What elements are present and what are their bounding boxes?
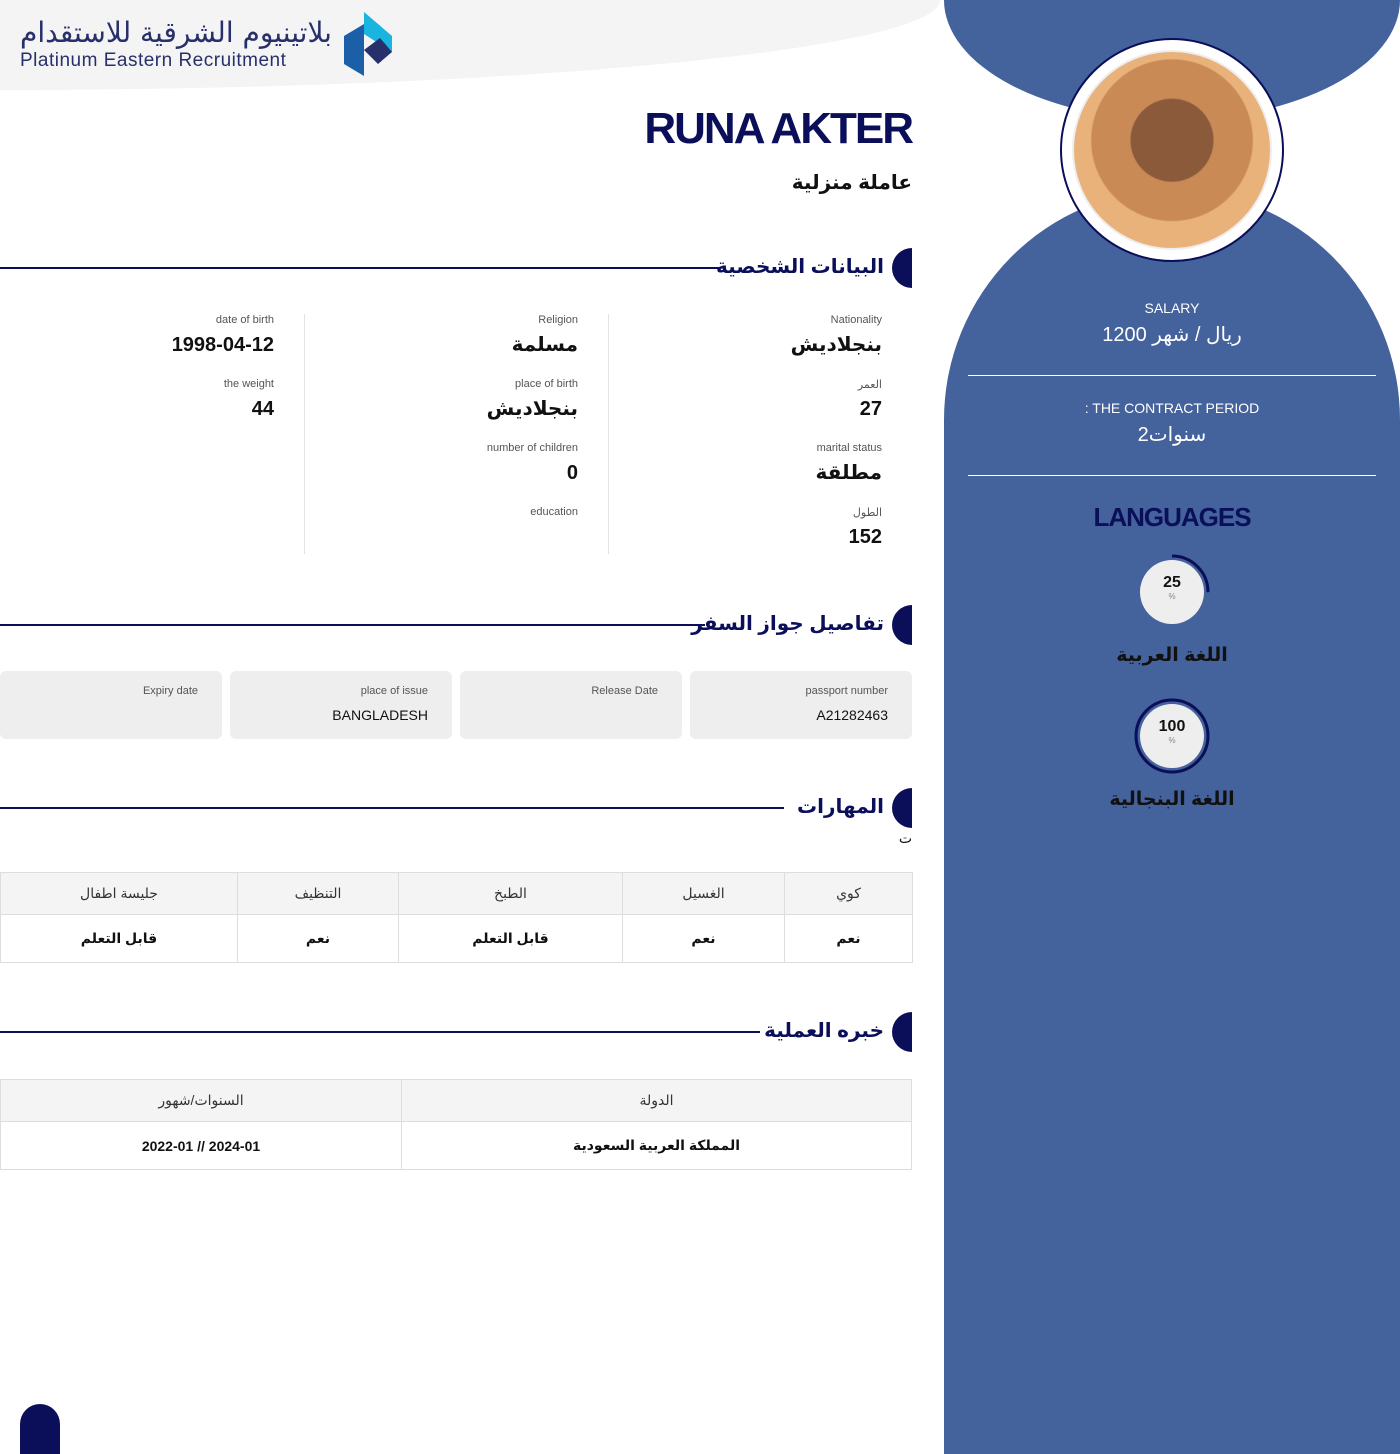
field: الطول 152 xyxy=(610,506,882,556)
field: education xyxy=(305,506,578,556)
column-divider xyxy=(304,314,305,554)
field-label: Nationality xyxy=(830,314,882,326)
skill-header: التنظيف xyxy=(237,872,399,915)
candidate-photo xyxy=(1072,50,1272,250)
field-value: A21282463 xyxy=(816,707,888,723)
field: العمر 27 xyxy=(610,378,882,428)
field-label: Religion xyxy=(538,314,578,326)
section-title: خبره العملية xyxy=(764,1020,884,1042)
section-title: تفاصيل جواز السفر xyxy=(691,613,884,635)
languages-title: LANGUAGES xyxy=(1093,502,1251,532)
field-value: 27 xyxy=(859,398,882,420)
field-value xyxy=(305,522,578,556)
skills-table: كوي الغسيل الطبخ التنظيف جليسة اطفال نعم نعم قا… xyxy=(0,872,913,963)
section-skills: المهارات xyxy=(0,788,912,828)
avatar xyxy=(1060,38,1284,262)
language-percent: 100 xyxy=(1158,718,1186,735)
section-passport: تفاصيل جواز السفر xyxy=(0,605,912,645)
experience-table: الدولة السنوات/شهور المملكة العربية السعو… xyxy=(0,1079,912,1170)
percent-unit: % xyxy=(1168,736,1176,745)
field: place of birth بنجلاديش xyxy=(305,378,578,428)
field-label: marital status xyxy=(816,442,882,454)
field: number of children 0 xyxy=(305,442,578,492)
skill-header: الطبخ xyxy=(398,872,623,915)
field-value: مسلمة xyxy=(511,334,578,356)
skill-header: جليسة اطفال xyxy=(0,872,238,915)
field-label: passport number xyxy=(805,685,888,697)
skill-value: قابل التعلم xyxy=(398,914,623,963)
contract-label: : THE CONTRACT PERIOD xyxy=(1084,400,1260,416)
divider xyxy=(968,475,1376,476)
field-label: number of children xyxy=(486,442,578,454)
field-label: place of issue xyxy=(360,685,428,697)
section-title: المهارات xyxy=(797,796,884,818)
language-percent: 25 xyxy=(1163,574,1181,591)
section-personal: البيانات الشخصية xyxy=(0,248,912,288)
passport-field: place of issue BANGLADESH xyxy=(230,671,452,739)
salary-label: SALARY xyxy=(1144,300,1200,316)
field-label: الطول xyxy=(852,507,882,519)
skill-value: نعم xyxy=(784,914,913,963)
field: Religion مسلمة xyxy=(305,314,578,364)
skills-note: ت xyxy=(898,830,912,846)
language-progress-ring: 100% xyxy=(1132,696,1212,776)
logo-arabic: بلاتينيوم الشرقية للاستقدام xyxy=(20,16,332,49)
field-value: 0 xyxy=(566,462,578,484)
language-name: اللغة العربية xyxy=(1116,645,1228,666)
personal-col-1: Nationality بنجلاديش العمر 27 marital status… xyxy=(610,314,882,554)
language-progress-ring: 25% xyxy=(1132,552,1212,632)
section-experience: خبره العملية xyxy=(0,1012,912,1052)
field: Nationality بنجلاديش xyxy=(610,314,882,364)
passport-field: Expiry date xyxy=(0,671,222,739)
column-divider xyxy=(608,314,609,554)
cell-country: المملكة العربية السعودية xyxy=(401,1121,912,1170)
field-value: 44 xyxy=(251,398,274,420)
divider xyxy=(968,375,1376,376)
contract-value: 2سنوات xyxy=(1137,424,1207,446)
section-title: البيانات الشخصية xyxy=(715,256,884,278)
skill-value: نعم xyxy=(237,914,399,963)
footer-tab xyxy=(20,1404,60,1454)
skill-header: الغسيل xyxy=(622,872,785,915)
passport-field: Release Date xyxy=(460,671,682,739)
field: date of birth 1998-04-12 xyxy=(0,314,274,364)
progress-arc xyxy=(1134,698,1210,774)
field-label: education xyxy=(530,506,578,518)
field-label: Release Date xyxy=(591,685,658,697)
field-label: date of birth xyxy=(215,314,274,326)
logo-english: Platinum Eastern Recruitment xyxy=(20,50,287,71)
skill-value: قابل التعلم xyxy=(0,914,238,963)
field-value: 1998-04-12 xyxy=(171,334,274,356)
field-label: Expiry date xyxy=(142,685,198,697)
salary-value: 1200 ريال / شهر xyxy=(1102,324,1242,346)
table-row: المملكة العربية السعودية 2024-01 // 2022-… xyxy=(0,1121,912,1170)
field-label: العمر xyxy=(857,379,882,391)
field-label: the weight xyxy=(223,378,274,390)
skill-header: كوي xyxy=(784,872,913,915)
candidate-name: RUNA AKTER xyxy=(644,104,914,153)
field: marital status مطلقة xyxy=(610,442,882,492)
job-title: عاملة منزلية xyxy=(791,172,912,194)
language-name: اللغة البنجالية xyxy=(1109,789,1235,810)
field-value: 152 xyxy=(848,526,882,548)
personal-col-2: Religion مسلمة place of birth بنجلاديش numbe… xyxy=(305,314,578,554)
company-logo: بلاتينيوم الشرقية للاستقدام Platinum Eas… xyxy=(20,12,392,76)
field-value: BANGLADESH xyxy=(332,707,428,723)
field-value: بنجلاديش xyxy=(790,334,882,356)
sidebar xyxy=(944,190,1400,1454)
field-value: مطلقة xyxy=(815,462,882,484)
cell-period: 2024-01 // 2022-01 xyxy=(0,1121,402,1170)
header-country: الدولة xyxy=(401,1079,912,1122)
field-label: place of birth xyxy=(515,378,578,390)
skill-value: نعم xyxy=(622,914,785,963)
field-value: بنجلاديش xyxy=(486,398,578,420)
personal-col-3: date of birth 1998-04-12 the weight 44 xyxy=(0,314,274,554)
header-period: السنوات/شهور xyxy=(0,1079,402,1122)
logo-mark-icon xyxy=(343,12,392,76)
passport-field: passport number A21282463 xyxy=(690,671,912,739)
percent-unit: % xyxy=(1168,592,1176,601)
progress-arc xyxy=(1134,554,1210,630)
field: the weight 44 xyxy=(0,378,274,428)
